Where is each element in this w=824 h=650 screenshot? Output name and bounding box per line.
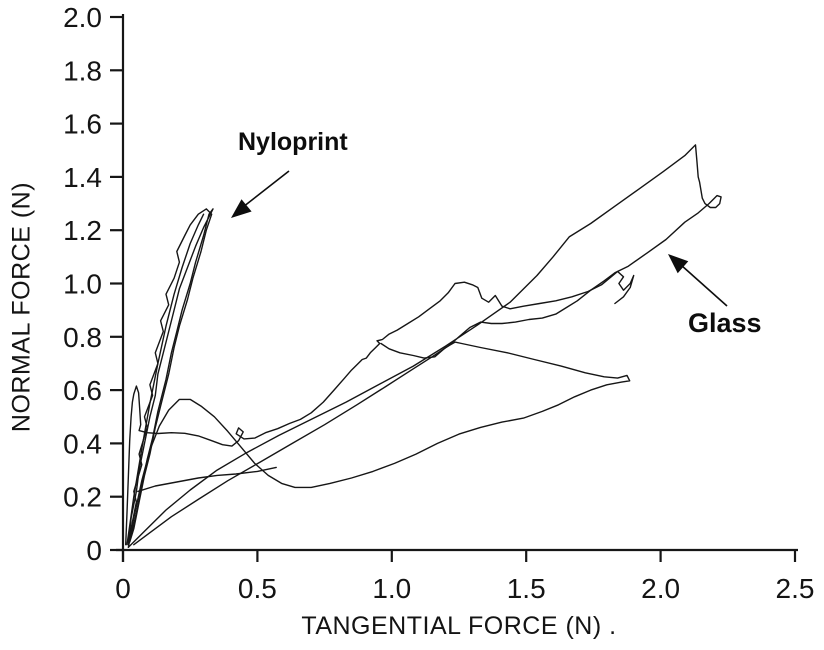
y-tick-label: 0.6 <box>63 375 102 406</box>
series-nyloprint-cycle-3 <box>126 213 205 546</box>
tick-labels: 0 0.2 0.4 0.6 0.8 1.0 1.2 1.4 1.6 1.8 2.0 0 0.5 1.0 1.… <box>63 2 814 604</box>
y-tick-label: 0.4 <box>63 428 102 459</box>
nyloprint-arrow <box>231 170 290 218</box>
x-tick-label: 0.5 <box>238 573 277 604</box>
x-tick-label: 1.0 <box>372 573 411 604</box>
y-tick-label: 1.6 <box>63 109 102 140</box>
data-curves <box>124 144 722 548</box>
tick-marks <box>110 15 797 562</box>
nyloprint-series-label: Nyloprint <box>238 128 348 156</box>
x-tick-label: 1.5 <box>507 573 546 604</box>
y-tick-label: 1.4 <box>63 162 102 193</box>
series-glass-large-loop <box>127 144 722 548</box>
x-axis-title: TANGENTIAL FORCE (N) . <box>301 612 617 640</box>
series-glass-low-loop <box>127 341 631 548</box>
y-tick-label: 2.0 <box>63 2 102 33</box>
series-glass-stick-slip-trace <box>124 270 635 546</box>
series-glass-low-flat-segment <box>137 466 277 493</box>
glass-arrow <box>668 254 728 307</box>
y-tick-label: 0 <box>86 535 102 566</box>
x-tick-label: 2.5 <box>776 573 815 604</box>
axes <box>116 14 798 562</box>
y-tick-label: 0.8 <box>63 322 102 353</box>
y-tick-label: 1.8 <box>63 55 102 86</box>
series-nyloprint-cycle-2 <box>127 208 213 543</box>
y-tick-label: 1.0 <box>63 269 102 300</box>
y-axis-title: NORMAL FORCE (N) <box>7 181 36 433</box>
y-tick-label: 0.2 <box>63 482 102 513</box>
x-tick-label: 0 <box>115 573 131 604</box>
y-tick-label: 1.2 <box>63 215 102 246</box>
glass-series-label: Glass <box>688 308 762 338</box>
x-tick-label: 2.0 <box>641 573 680 604</box>
